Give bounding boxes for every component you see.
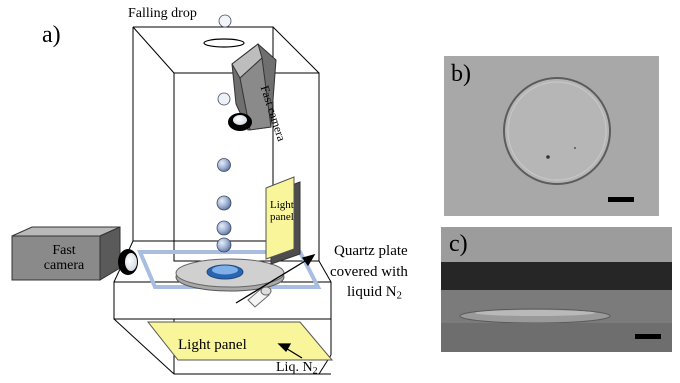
falling-drops: [216, 14, 232, 253]
drop-aperture: [203, 38, 245, 48]
falling-drop-label: Falling drop: [128, 6, 197, 21]
photo-side-view: [441, 227, 672, 352]
scale-bar-c: [635, 334, 661, 339]
quartz-line1: Quartz plate: [334, 243, 408, 259]
light-panel-side-label: Light panel: [270, 199, 294, 224]
panel-b-letter: b): [451, 61, 471, 87]
panel-c-letter: c): [449, 231, 468, 257]
annotation-arrows: [235, 253, 316, 359]
fast-camera-top: [228, 43, 277, 131]
panel-a-letter: a): [42, 22, 61, 48]
quartz-plate: [175, 258, 285, 292]
liq-n2-label: Liq. N2: [276, 360, 318, 377]
quartz-line2: covered with: [330, 264, 408, 280]
photo-top-view: [444, 56, 659, 216]
fast-camera-side: [11, 226, 138, 281]
light-panel-side: [265, 176, 301, 265]
liquid-tray: [136, 250, 322, 289]
fast-camera-side-label: Fast camera: [43, 243, 85, 273]
quartz-line3: liquid N2: [347, 284, 402, 302]
light-panel-bottom-label: Light panel: [178, 337, 247, 353]
scale-bar-b: [608, 197, 634, 202]
liquid-nitrogen-nozzle: [247, 286, 272, 308]
